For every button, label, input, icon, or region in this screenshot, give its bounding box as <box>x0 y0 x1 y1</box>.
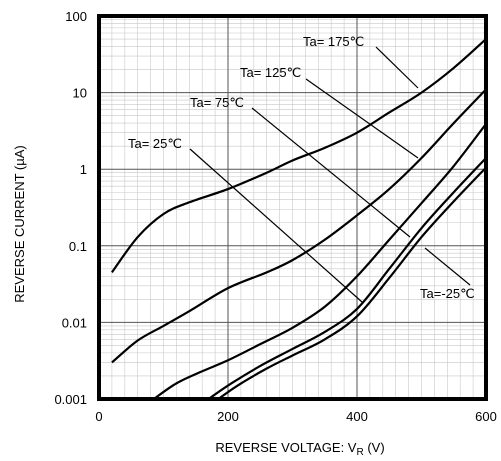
curve-label-4: Ta= 25℃ <box>128 136 182 151</box>
curve-label-1: Ta= 175℃ <box>303 34 364 49</box>
y-tick-label: 10 <box>73 86 87 101</box>
major-grid <box>99 16 486 399</box>
y-tick-label: 0.01 <box>62 315 87 330</box>
label-leader-lines <box>189 46 471 303</box>
curve-label-5: Ta=-25℃ <box>420 286 475 301</box>
y-tick-label: 0.1 <box>69 239 87 254</box>
curves <box>111 38 486 399</box>
plot-frame <box>97 14 488 401</box>
series-line-2 <box>111 88 486 364</box>
curve-label-2: Ta= 125℃ <box>240 65 301 80</box>
x-tick-label: 600 <box>475 409 497 424</box>
series-line-1 <box>111 38 486 274</box>
y-tick-label: 1 <box>80 162 87 177</box>
minor-grid <box>99 16 486 399</box>
x-axis-title-main: REVERSE VOLTAGE: V <box>215 440 356 455</box>
x-tick-label: 0 <box>95 409 102 424</box>
series-line-3 <box>153 123 486 399</box>
y-tick-label: 100 <box>65 9 87 24</box>
leader-line-4 <box>189 148 363 303</box>
x-axis-title-unit: (V) <box>364 440 385 455</box>
x-axis-title: REVERSE VOLTAGE: VR (V) <box>215 440 384 458</box>
tick-labels: 0 200 400 600 100 10 1 0.1 0.01 0.001 <box>54 9 496 424</box>
y-tick-label: 0.001 <box>54 392 87 407</box>
x-axis-title-subscript: R <box>356 447 363 458</box>
leader-line-3 <box>251 107 411 238</box>
leader-line-1 <box>375 46 419 89</box>
leader-line-2 <box>305 78 419 159</box>
curve-labels: Ta= 175℃ Ta= 125℃ Ta= 75℃ Ta= 25℃ Ta=-25℃ <box>128 34 475 301</box>
curve-label-3: Ta= 75℃ <box>190 95 244 110</box>
x-tick-label: 400 <box>346 409 368 424</box>
x-tick-label: 200 <box>217 409 239 424</box>
series-line-5 <box>217 166 486 399</box>
leader-line-5 <box>424 247 471 286</box>
y-axis-title: REVERSE CURRENT (µA) <box>12 145 27 303</box>
series-line-4 <box>208 157 486 399</box>
